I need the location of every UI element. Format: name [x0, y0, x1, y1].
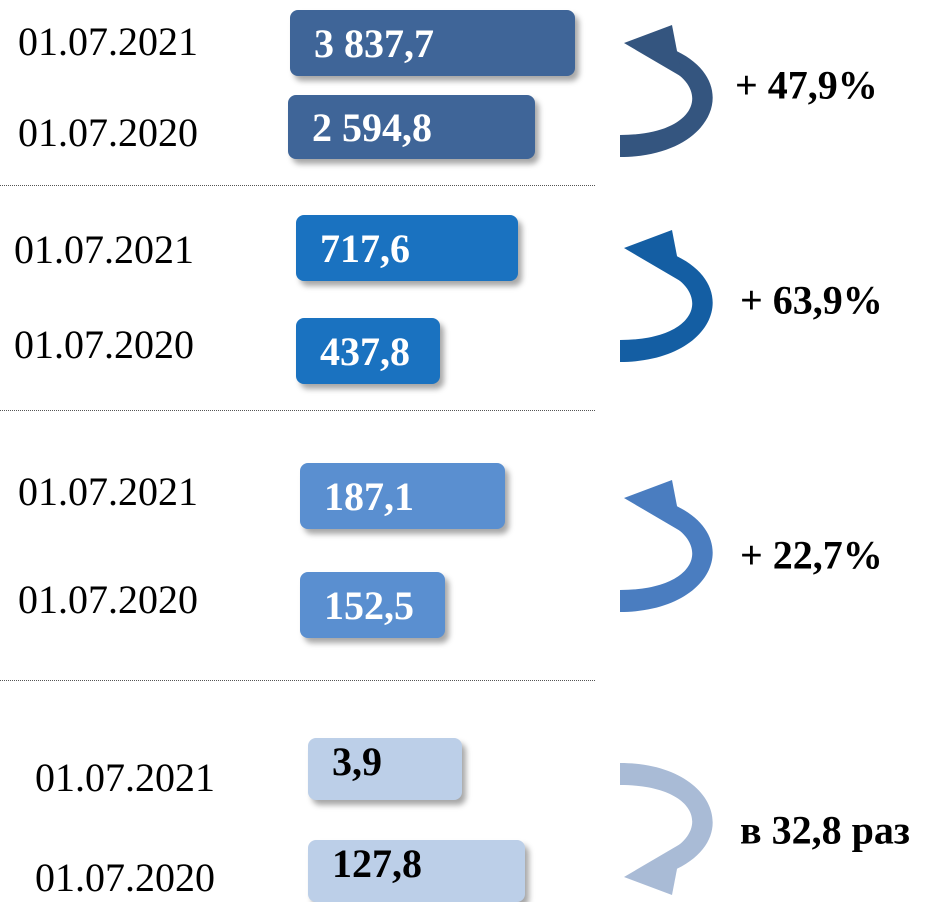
change-label: + 47,9%	[735, 62, 878, 108]
curved-arrow	[620, 25, 713, 157]
value-box: 717,6	[296, 215, 518, 281]
value-box: 152,5	[300, 572, 445, 638]
value-box: 2 594,8	[288, 95, 535, 159]
date-label: 01.07.2020	[18, 110, 198, 155]
value-box: 437,8	[296, 318, 440, 384]
value-box: 127,8	[308, 840, 525, 902]
value-box: 3,9	[308, 738, 462, 800]
separator	[0, 185, 595, 186]
curved-arrow	[620, 763, 713, 895]
date-label: 01.07.2020	[14, 322, 194, 367]
separator	[0, 680, 595, 681]
date-label: 01.07.2020	[35, 855, 215, 900]
change-label: в 32,8 раз	[740, 807, 910, 853]
value-box: 187,1	[300, 463, 505, 529]
change-label: + 22,7%	[740, 532, 883, 578]
curved-arrow	[620, 480, 713, 612]
date-label: 01.07.2021	[18, 469, 198, 514]
change-label: + 63,9%	[740, 277, 883, 323]
date-label: 01.07.2020	[18, 577, 198, 622]
curved-arrow	[620, 230, 713, 362]
date-label: 01.07.2021	[18, 19, 198, 64]
separator	[0, 410, 595, 411]
date-label: 01.07.2021	[14, 227, 194, 272]
value-box: 3 837,7	[290, 10, 575, 76]
date-label: 01.07.2021	[35, 755, 215, 800]
